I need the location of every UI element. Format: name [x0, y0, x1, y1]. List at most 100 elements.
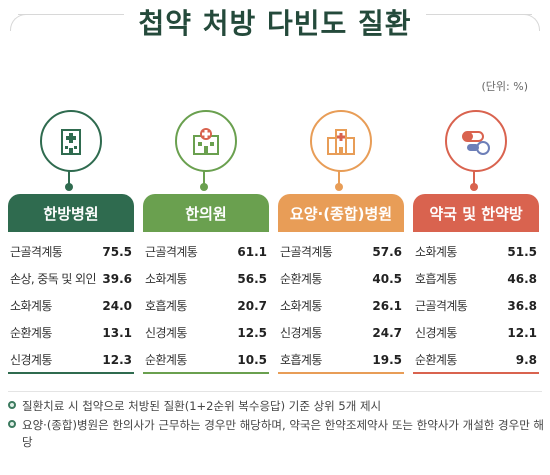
table-row: 근골격계통 61.1	[143, 238, 269, 265]
percent-value: 39.6	[102, 271, 132, 286]
disease-label: 순환계통	[415, 353, 457, 367]
percent-value: 57.6	[372, 244, 402, 259]
disease-label: 근골격계통	[280, 245, 333, 259]
percent-value: 20.7	[237, 298, 267, 313]
footnote-1: 질환치료 시 첩약으로 처방된 질환(1+2순위 복수응답) 기준 상위 5개 …	[8, 398, 544, 415]
table-row: 근골격계통 36.8	[413, 292, 539, 319]
table-row: 소화계통 26.1	[278, 292, 404, 319]
table-row: 순환계통 9.8	[413, 346, 539, 373]
table-row: 소화계통 24.0	[8, 292, 134, 319]
hospital-icon	[61, 129, 81, 155]
footnotes: 질환치료 시 첩약으로 처방된 질환(1+2순위 복수응답) 기준 상위 5개 …	[8, 398, 544, 453]
pills-icon	[462, 131, 490, 155]
icon-badge	[40, 110, 102, 172]
category-header: 약국 및 한약방	[413, 194, 539, 232]
table-row: 근골격계통 75.5	[8, 238, 134, 265]
icon-badge	[445, 110, 507, 172]
footnote-text: 질환치료 시 첩약으로 처방된 질환(1+2순위 복수응답) 기준 상위 5개 …	[22, 399, 382, 413]
disease-label: 근골격계통	[10, 245, 63, 259]
category-header: 요양·(종합)병원	[278, 194, 404, 232]
icon-dot	[65, 183, 73, 191]
table-row: 순환계통 10.5	[143, 346, 269, 373]
table-row: 손상, 중독 및 외인 39.6	[8, 265, 134, 292]
disease-label: 신경계통	[145, 326, 187, 340]
table-row: 신경계통 12.1	[413, 319, 539, 346]
column-bottom-rule	[8, 372, 134, 374]
category-rows: 근골격계통 75.5 손상, 중독 및 외인 39.6 소화계통 24.0 순환계통 13.1…	[8, 238, 134, 373]
percent-value: 9.8	[515, 352, 537, 367]
percent-value: 56.5	[237, 271, 267, 286]
page-title: 첩약 처방 다빈도 질환	[124, 2, 426, 42]
icon-badge	[175, 110, 237, 172]
disease-label: 신경계통	[10, 353, 52, 367]
category-rows: 근골격계통 57.6 순환계통 40.5 소화계통 26.1 신경계통 24.7 호흡계통 19.…	[278, 238, 404, 373]
disease-label: 순환계통	[10, 326, 52, 340]
table-row: 근골격계통 57.6	[278, 238, 404, 265]
footnote-text: 요양·(종합)병원은 한의사가 근무하는 경우만 해당하며, 약국은 한약조제약…	[22, 418, 545, 449]
table-row: 신경계통 12.3	[8, 346, 134, 373]
table-row: 소화계통 51.5	[413, 238, 539, 265]
percent-value: 10.5	[237, 352, 267, 367]
icon-stem	[338, 171, 340, 185]
percent-value: 24.0	[102, 298, 132, 313]
disease-label: 신경계통	[415, 326, 457, 340]
notes-separator	[8, 391, 542, 392]
table-row: 호흡계통 20.7	[143, 292, 269, 319]
icon-stem	[203, 171, 205, 185]
title-wrap: 첩약 처방 다빈도 질환	[0, 2, 550, 42]
table-row: 신경계통 24.7	[278, 319, 404, 346]
bullet-icon	[8, 420, 16, 428]
category-header: 한방병원	[8, 194, 134, 232]
disease-label: 손상, 중독 및 외인	[10, 272, 97, 286]
table-row: 순환계통 13.1	[8, 319, 134, 346]
category-header: 한의원	[143, 194, 269, 232]
disease-label: 근골격계통	[415, 299, 468, 313]
percent-value: 61.1	[237, 244, 267, 259]
column-bottom-rule	[143, 372, 269, 374]
column-bottom-rule	[278, 372, 404, 374]
percent-value: 51.5	[507, 244, 537, 259]
table-row: 호흡계통 46.8	[413, 265, 539, 292]
disease-label: 소화계통	[10, 299, 52, 313]
category-rows: 근골격계통 61.1 소화계통 56.5 호흡계통 20.7 신경계통 12.5 순환계통 10.…	[143, 238, 269, 373]
percent-value: 24.7	[372, 325, 402, 340]
percent-value: 40.5	[372, 271, 402, 286]
icon-badge	[310, 110, 372, 172]
unit-label: (단위: %)	[481, 80, 528, 93]
icon-stem	[473, 171, 475, 185]
table-row: 신경계통 12.5	[143, 319, 269, 346]
percent-value: 36.8	[507, 298, 537, 313]
disease-label: 호흡계통	[280, 353, 322, 367]
percent-value: 12.3	[102, 352, 132, 367]
percent-value: 13.1	[102, 325, 132, 340]
disease-label: 순환계통	[280, 272, 322, 286]
icon-stem	[68, 171, 70, 185]
clinic-icon	[193, 128, 219, 155]
table-row: 호흡계통 19.5	[278, 346, 404, 373]
table-row: 소화계통 56.5	[143, 265, 269, 292]
disease-label: 순환계통	[145, 353, 187, 367]
disease-label: 소화계통	[145, 272, 187, 286]
percent-value: 12.1	[507, 325, 537, 340]
icon-dot	[200, 183, 208, 191]
care-hospital-icon	[327, 129, 355, 155]
table-row: 순환계통 40.5	[278, 265, 404, 292]
disease-label: 소화계통	[280, 299, 322, 313]
title-frame-corner-left	[10, 14, 27, 31]
category-rows: 소화계통 51.5 호흡계통 46.8 근골격계통 36.8 신경계통 12.1 순환계통 9.8	[413, 238, 539, 373]
percent-value: 26.1	[372, 298, 402, 313]
disease-label: 소화계통	[415, 245, 457, 259]
bullet-icon	[8, 401, 16, 409]
column-bottom-rule	[413, 372, 539, 374]
percent-value: 75.5	[102, 244, 132, 259]
disease-label: 호흡계통	[415, 272, 457, 286]
percent-value: 19.5	[372, 352, 402, 367]
percent-value: 12.5	[237, 325, 267, 340]
icon-dot	[470, 183, 478, 191]
disease-label: 호흡계통	[145, 299, 187, 313]
icon-dot	[335, 183, 343, 191]
footnote-2: 요양·(종합)병원은 한의사가 근무하는 경우만 해당하며, 약국은 한약조제약…	[8, 417, 544, 451]
percent-value: 46.8	[507, 271, 537, 286]
disease-label: 신경계통	[280, 326, 322, 340]
disease-label: 근골격계통	[145, 245, 198, 259]
